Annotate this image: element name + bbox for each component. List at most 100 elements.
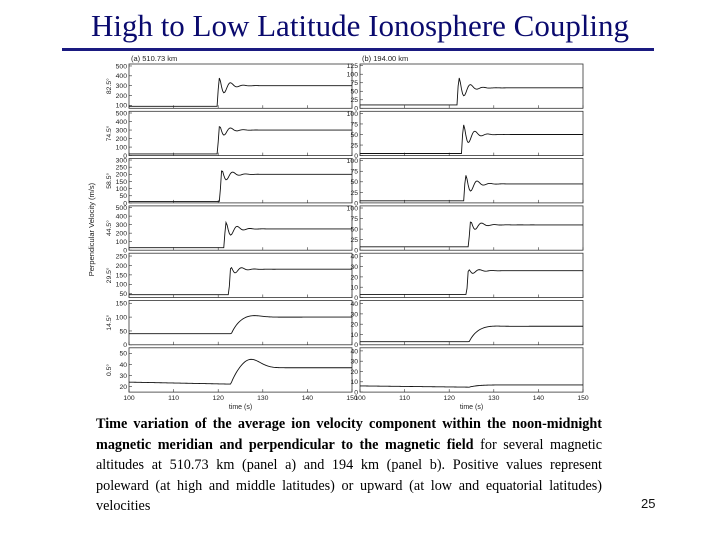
y-tick-label: 10 bbox=[350, 285, 358, 292]
plot-frame bbox=[128, 347, 353, 393]
y-tick-label: 200 bbox=[116, 172, 128, 179]
y-tick-label: 75 bbox=[350, 121, 358, 128]
y-tick-label: 300 bbox=[116, 222, 128, 229]
slide-title: High to Low Latitude Ionosphere Coupling bbox=[90, 8, 630, 43]
y-tick-label: 50 bbox=[350, 179, 358, 186]
y-tick-label: 500 bbox=[116, 110, 128, 117]
y-tick-label: 40 bbox=[119, 362, 127, 369]
latitude-label: 0.5° bbox=[105, 364, 113, 376]
y-tick-label: 0 bbox=[354, 153, 358, 160]
velocity-series-line bbox=[360, 221, 583, 248]
y-tick-label: 75 bbox=[350, 80, 358, 87]
velocity-series-line bbox=[129, 77, 352, 107]
ion-velocity-figure: Perpendicular Velocity (m/s) (a) 510.73 k… bbox=[87, 54, 589, 411]
velocity-series-line bbox=[360, 77, 583, 106]
y-tick-label: 100 bbox=[116, 315, 128, 322]
y-tick-label: 250 bbox=[116, 253, 128, 260]
y-tick-label: 50 bbox=[350, 132, 358, 139]
y-tick-label: 25 bbox=[350, 190, 358, 197]
y-tick-label: 50 bbox=[119, 193, 127, 200]
latitude-label: 58.5° bbox=[105, 172, 113, 188]
plot-frame bbox=[359, 205, 584, 251]
y-tick-label: 100 bbox=[347, 72, 359, 79]
y-tick-label: 100 bbox=[347, 111, 359, 118]
plot-frame bbox=[128, 158, 353, 204]
plot-frame bbox=[128, 300, 353, 346]
latitude-label: 29.5° bbox=[105, 267, 113, 283]
y-tick-label: 20 bbox=[119, 384, 127, 391]
y-tick-label: 200 bbox=[116, 136, 128, 143]
page-number: 25 bbox=[641, 496, 656, 511]
plot-frame bbox=[359, 252, 584, 298]
plot-frame bbox=[128, 63, 353, 109]
x-tick-label: 130 bbox=[257, 395, 269, 402]
x-tick-label: 140 bbox=[302, 395, 314, 402]
y-tick-label: 100 bbox=[116, 282, 128, 289]
y-tick-label: 150 bbox=[116, 272, 128, 279]
x-tick-label: 100 bbox=[354, 395, 366, 402]
y-tick-label: 200 bbox=[116, 231, 128, 238]
y-tick-label: 10 bbox=[350, 379, 358, 386]
y-tick-label: 100 bbox=[347, 205, 359, 212]
y-tick-label: 0 bbox=[354, 295, 358, 302]
velocity-series-line bbox=[360, 124, 583, 154]
velocity-series-line bbox=[129, 315, 352, 335]
y-tick-label: 200 bbox=[116, 93, 128, 100]
velocity-series-line bbox=[360, 325, 583, 343]
y-tick-label: 40 bbox=[350, 348, 358, 355]
x-tick-label: 150 bbox=[346, 395, 358, 402]
y-tick-label: 0 bbox=[354, 248, 358, 255]
y-tick-label: 20 bbox=[350, 322, 358, 329]
y-tick-label: 25 bbox=[350, 97, 358, 104]
x-tick-label: 130 bbox=[488, 395, 500, 402]
x-tick-label: 150 bbox=[577, 395, 589, 402]
velocity-series-line bbox=[129, 266, 352, 296]
panel-label-b: (b) 194.00 km bbox=[362, 54, 408, 63]
y-tick-label: 10 bbox=[350, 332, 358, 339]
y-tick-label: 30 bbox=[350, 264, 358, 271]
latitude-label: 14.5° bbox=[105, 314, 113, 330]
title-underline bbox=[62, 48, 654, 51]
y-tick-label: 40 bbox=[350, 301, 358, 308]
y-tick-label: 50 bbox=[119, 328, 127, 335]
y-tick-label: 100 bbox=[116, 186, 128, 193]
x-axis-label: time (s) bbox=[460, 404, 483, 411]
x-tick-label: 120 bbox=[213, 395, 225, 402]
y-tick-label: 50 bbox=[119, 291, 127, 298]
plot-frame bbox=[359, 158, 584, 204]
y-tick-label: 25 bbox=[350, 142, 358, 149]
y-tick-label: 50 bbox=[119, 351, 127, 358]
y-tick-label: 75 bbox=[350, 169, 358, 176]
velocity-series-line bbox=[129, 170, 352, 202]
latitude-label: 74.5° bbox=[105, 125, 113, 141]
y-tick-label: 250 bbox=[116, 165, 128, 172]
x-tick-label: 110 bbox=[168, 395, 179, 402]
y-tick-label: 30 bbox=[119, 373, 127, 380]
y-tick-label: 0 bbox=[123, 248, 127, 255]
velocity-series-line bbox=[129, 125, 352, 155]
plot-frame bbox=[359, 110, 584, 156]
y-tick-label: 75 bbox=[350, 216, 358, 223]
y-tick-label: 30 bbox=[350, 359, 358, 366]
caption-normal-text: for several magnetic altitudes at 510.73… bbox=[96, 436, 602, 515]
y-tick-label: 0 bbox=[123, 153, 127, 160]
latitude-label: 44.5° bbox=[105, 220, 113, 236]
y-tick-label: 400 bbox=[116, 119, 128, 126]
y-tick-label: 20 bbox=[350, 369, 358, 376]
y-tick-label: 100 bbox=[347, 158, 359, 165]
y-tick-label: 400 bbox=[116, 214, 128, 221]
y-tick-label: 20 bbox=[350, 274, 358, 281]
y-tick-label: 200 bbox=[116, 263, 128, 270]
y-tick-label: 100 bbox=[116, 103, 128, 110]
y-tick-label: 50 bbox=[350, 227, 358, 234]
x-axis-label: time (s) bbox=[229, 404, 252, 411]
x-tick-label: 100 bbox=[123, 395, 135, 402]
y-tick-label: 100 bbox=[116, 239, 128, 246]
y-tick-label: 400 bbox=[116, 73, 128, 80]
y-tick-label: 300 bbox=[116, 127, 128, 134]
velocity-series-line bbox=[360, 269, 583, 295]
y-tick-label: 0 bbox=[354, 106, 358, 113]
velocity-series-line bbox=[129, 220, 352, 249]
figure-caption: Time variation of the average ion veloci… bbox=[96, 414, 602, 517]
y-tick-label: 50 bbox=[350, 89, 358, 96]
